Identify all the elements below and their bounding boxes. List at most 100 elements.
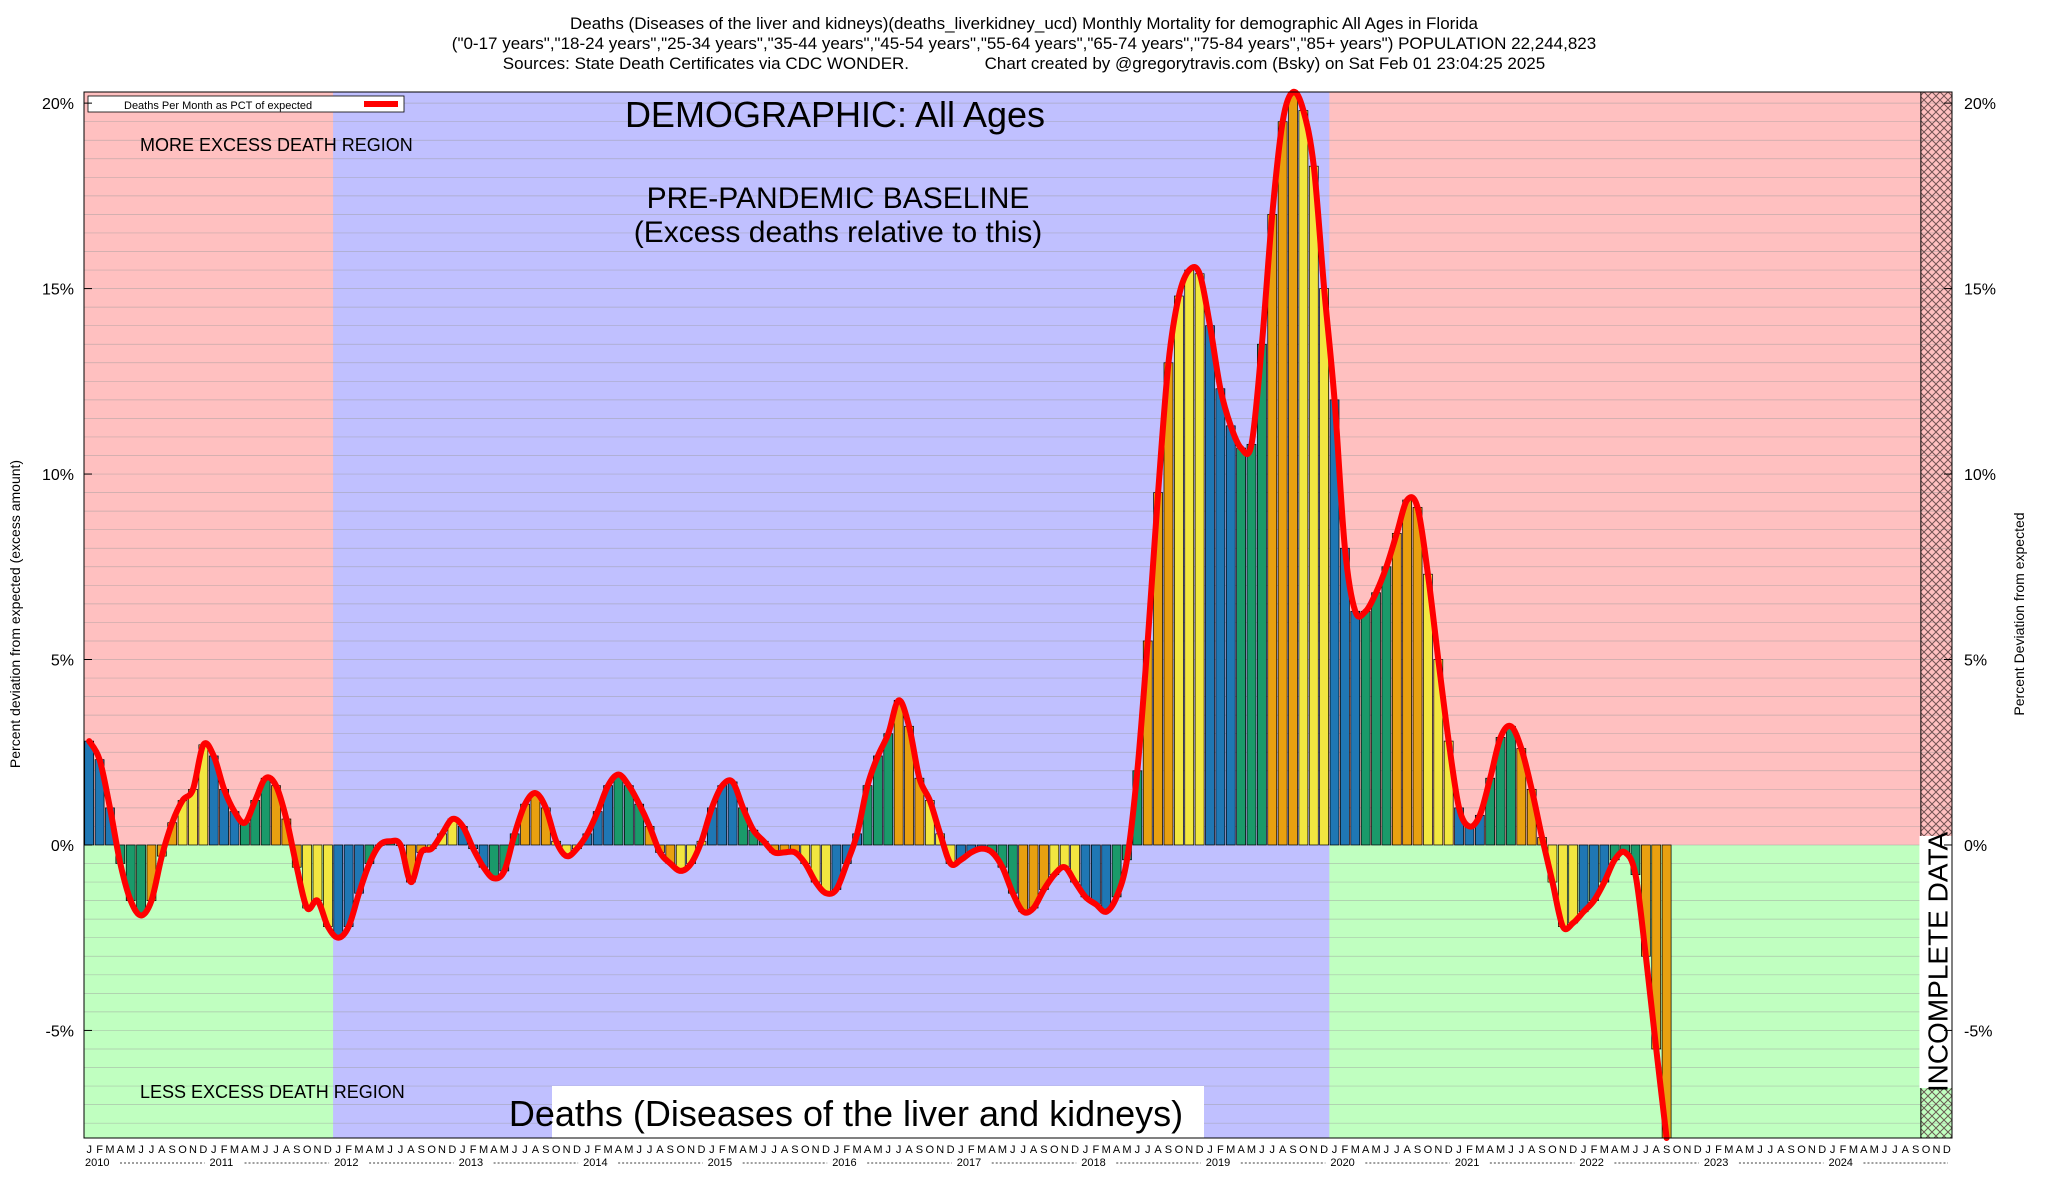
bottom-title-background [552,1086,1204,1138]
x-month-label: A [1487,1144,1495,1156]
x-month-label: O [1922,1144,1931,1156]
x-month-label: M [728,1144,737,1156]
x-month-label: F [1217,1144,1224,1156]
data-bar [1246,444,1257,846]
x-month-label: D [573,1144,581,1156]
x-month-label: S [542,1144,549,1156]
x-year-label: 2014 [583,1157,607,1169]
x-month-label: F [719,1144,726,1156]
y-tick-label-right: -5% [1964,1023,1992,1040]
x-month-label: J [1768,1144,1774,1156]
x-month-label: S [1289,1144,1296,1156]
x-month-label: M [1496,1144,1505,1156]
x-month-label: N [1683,1144,1691,1156]
x-year-label: 2012 [334,1157,358,1169]
x-month-label: A [366,1144,374,1156]
x-month-label: S [1538,1144,1545,1156]
x-month-label: M [354,1144,363,1156]
x-month-label: A [1902,1144,1910,1156]
x-month-label: O [926,1144,935,1156]
x-month-label: M [749,1144,758,1156]
x-month-label: D [1071,1144,1079,1156]
x-month-label: N [1932,1144,1940,1156]
x-year-label: 2023 [1704,1157,1728,1169]
x-month-label: S [1912,1144,1919,1156]
x-month-label: D [1445,1144,1453,1156]
x-month-label: F [1342,1144,1349,1156]
x-month-label: J [263,1144,269,1156]
x-month-label: J [834,1144,840,1156]
data-bar [1101,844,1112,913]
x-month-label: O [801,1144,810,1156]
x-month-label: D [1569,1144,1577,1156]
data-bar [1236,447,1246,846]
x-year-label: 2024 [1828,1157,1852,1169]
x-month-label: F [1591,1144,1598,1156]
x-month-label: N [314,1144,322,1156]
x-month-label: D [1320,1144,1328,1156]
data-bar [1215,388,1226,846]
legend-label: Deaths Per Month as PCT of expected [124,100,312,112]
x-month-label: J [149,1144,155,1156]
x-month-label: F [345,1144,352,1156]
x-month-label: N [1559,1144,1567,1156]
x-month-label: J [1394,1144,1400,1156]
data-bar [1090,844,1101,905]
data-bar [1174,295,1184,846]
data-bar [84,740,95,846]
data-bar [333,844,344,939]
x-month-label: O [1797,1144,1806,1156]
x-month-label: O [178,1144,187,1156]
data-bar [1225,425,1236,846]
data-bar [530,792,541,846]
data-bar [1298,110,1309,846]
x-month-label: J [1384,1144,1390,1156]
x-month-label: M [105,1144,114,1156]
x-year-label: 2020 [1330,1157,1354,1169]
data-bar [1402,499,1413,846]
y-tick-label-left: 20% [42,96,74,113]
x-month-label: J [647,1144,653,1156]
plot-frame [83,91,1953,1139]
bottom-title: Deaths (Diseases of the liver and kidney… [509,1093,1183,1134]
x-month-label: J [512,1144,518,1156]
data-bar [1277,121,1288,846]
incomplete-label-background [1919,836,1954,1088]
x-month-label: N [936,1144,944,1156]
x-month-label: O [552,1144,561,1156]
x-month-label: J [1145,1144,1151,1156]
x-month-label: J [1508,1144,1514,1156]
x-month-label: J [336,1144,342,1156]
x-month-label: N [1310,1144,1318,1156]
x-month-label: A [1736,1144,1744,1156]
y-tick-label-right: 20% [1964,96,1996,113]
chart-main-title: DEMOGRAPHIC: All Ages [625,94,1045,135]
x-month-label: F [1092,1144,1099,1156]
x-month-label: M [1724,1144,1733,1156]
y-tick-label-left: 5% [51,653,74,670]
data-bar [1205,325,1215,846]
x-month-label: A [781,1144,789,1156]
x-month-label: D [1196,1144,1204,1156]
x-month-label: A [1777,1144,1785,1156]
x-month-label: N [687,1144,695,1156]
x-month-label: S [791,1144,798,1156]
x-month-label: A [1237,1144,1245,1156]
x-month-label: J [1519,1144,1525,1156]
x-month-label: M [1600,1144,1609,1156]
x-month-label: M [1371,1144,1380,1156]
data-bar [1578,844,1589,913]
x-month-label: A [1154,1144,1162,1156]
data-bar [1568,844,1579,924]
x-month-label: A [532,1144,540,1156]
x-month-label: S [916,1144,923,1156]
x-month-label: A [407,1144,415,1156]
x-month-label: J [1830,1144,1836,1156]
baseline-label-1: PRE-PANDEMIC BASELINE [647,182,1030,215]
x-month-label: M [998,1144,1007,1156]
x-month-label: J [460,1144,466,1156]
x-month-label: F [96,1144,103,1156]
data-bar [1412,507,1423,846]
x-year-label: 2021 [1455,1157,1479,1169]
